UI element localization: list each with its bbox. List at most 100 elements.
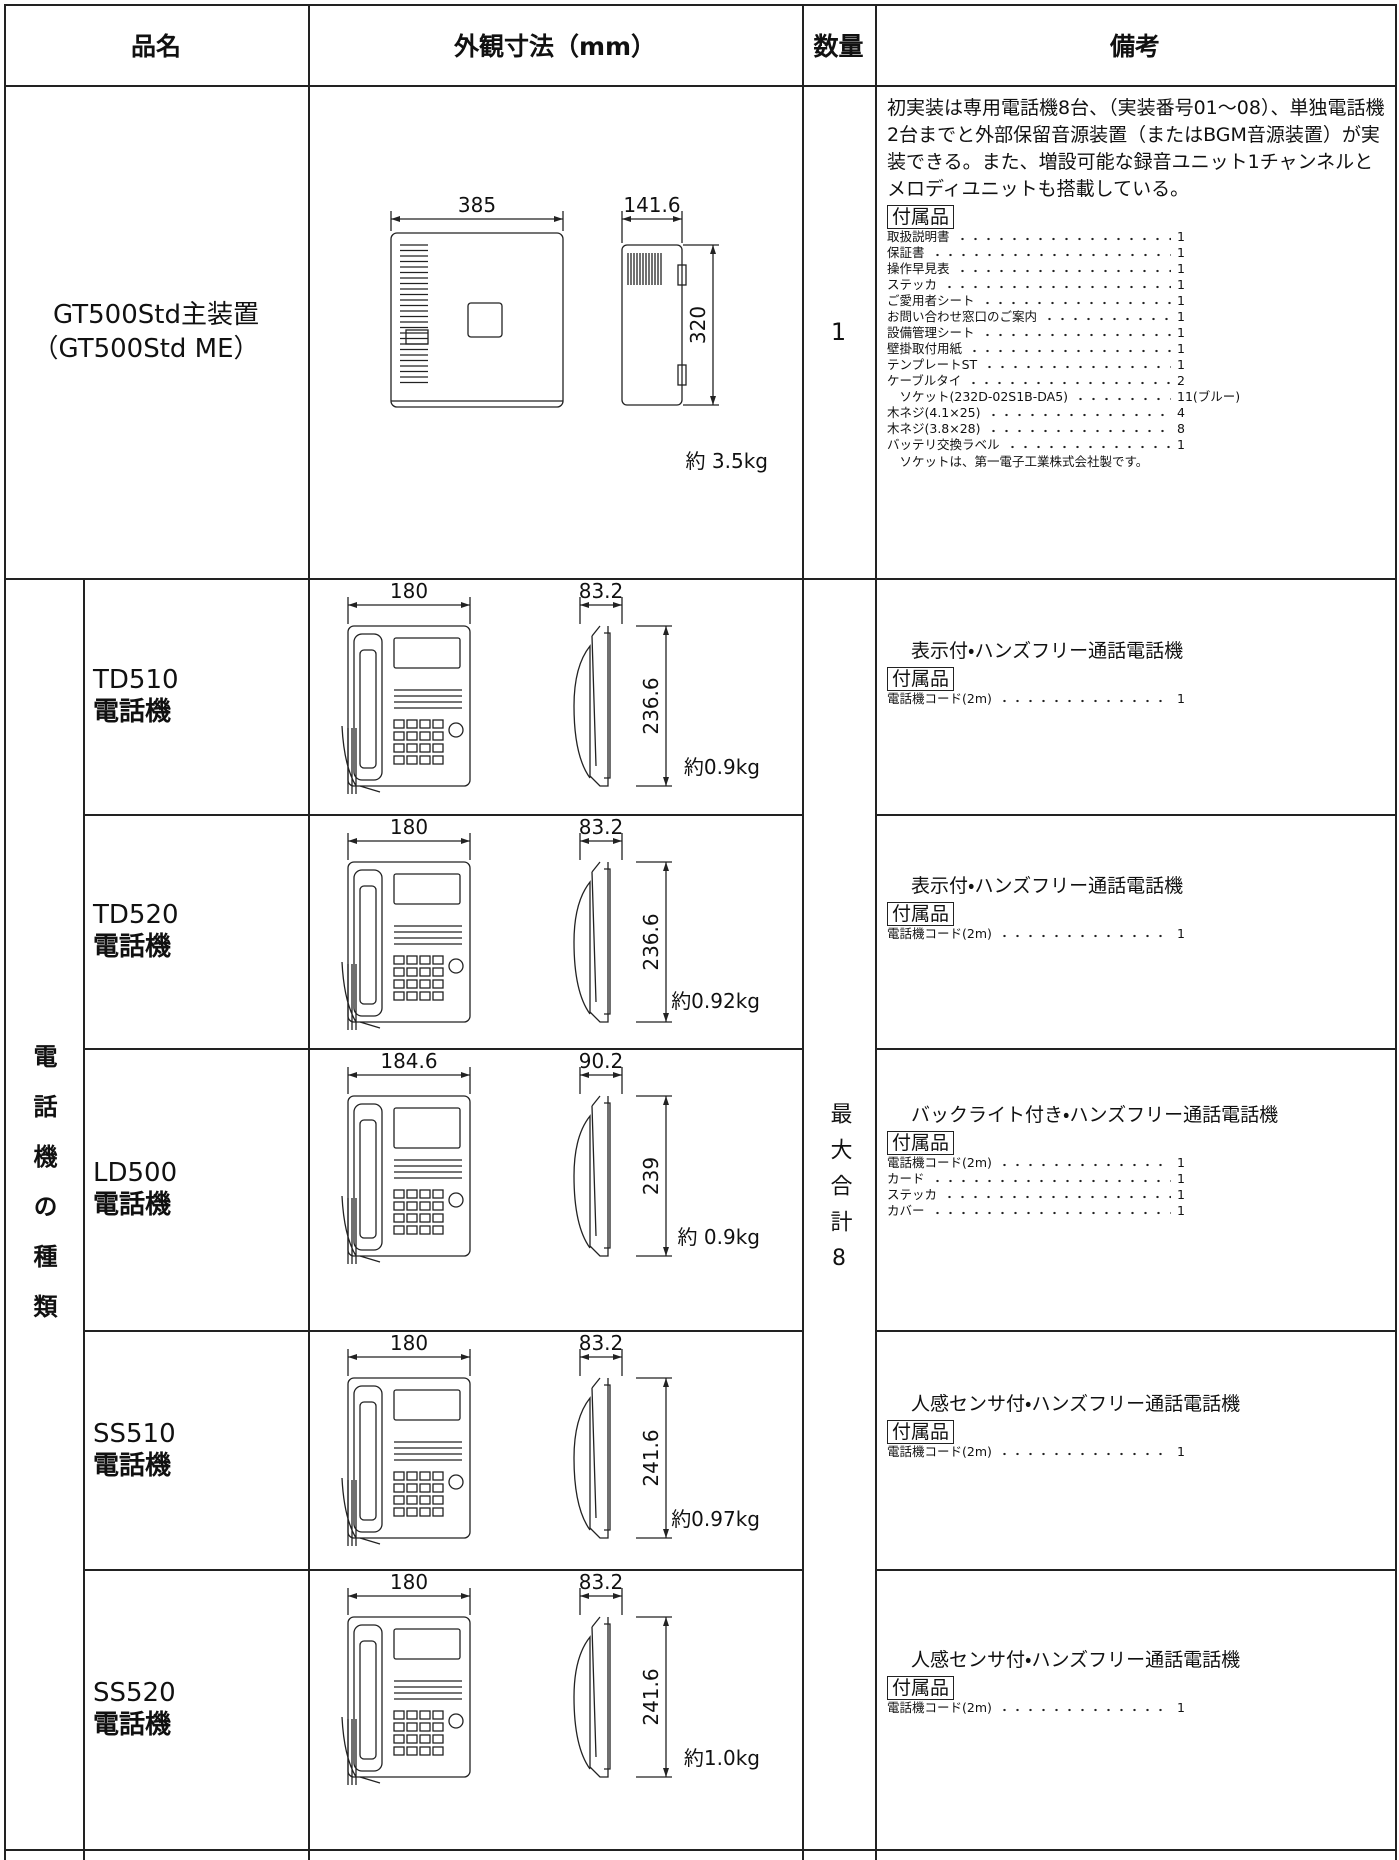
- key: [406, 755, 418, 765]
- accessory-item: お問い合わせ窓口のご案内: [887, 309, 1038, 324]
- rule: [1395, 4, 1397, 1860]
- key: [393, 967, 405, 977]
- display: [393, 1628, 461, 1660]
- phone-side: [573, 861, 611, 1023]
- key: [393, 1734, 405, 1744]
- key: [406, 1746, 418, 1756]
- accessory-row: ステッカ 1: [887, 277, 1267, 293]
- dim-label: 180: [390, 1331, 428, 1355]
- accessory-row: お問い合わせ窓口のご案内 1: [887, 309, 1267, 325]
- accessory-count: 1: [1177, 1444, 1185, 1460]
- accessory-count: 1: [1177, 325, 1185, 340]
- key: [419, 1483, 431, 1493]
- cord: [341, 961, 381, 1030]
- key: [419, 1734, 431, 1744]
- key: [393, 1213, 405, 1223]
- key: [393, 955, 405, 965]
- model: LD500 電話機: [93, 1048, 308, 1330]
- rule: [4, 4, 6, 1860]
- key: [419, 979, 431, 989]
- key: [393, 1483, 405, 1493]
- rule: [83, 1569, 804, 1571]
- latch: [677, 364, 687, 386]
- description: 表示付・ハンズフリー通話電話機: [911, 639, 1184, 662]
- key: [432, 955, 444, 965]
- leader: [955, 229, 1171, 245]
- leader: [968, 341, 1171, 357]
- phone-body: [347, 625, 471, 787]
- accessories: 付属品 電話機コード(2m) 1: [887, 900, 1389, 943]
- accessory-item: ステッカ: [887, 1187, 938, 1203]
- dim-label: 180: [390, 579, 428, 603]
- key: [419, 1201, 431, 1211]
- cord: [341, 1716, 381, 1785]
- dim-label: 83.2: [579, 579, 624, 603]
- quantity: 1: [830, 317, 847, 346]
- key: [393, 1710, 405, 1720]
- accessory-count: 1: [1177, 690, 1185, 706]
- accessory-item: 操作早見表: [887, 261, 950, 276]
- dim-label: 83.2: [579, 1570, 624, 1594]
- accessory-count: 1: [1177, 309, 1185, 324]
- description: バックライト付き・ハンズフリー通話電話機: [911, 1104, 1279, 1127]
- accessories: 付属品 電話機コード(2m) 1: [887, 665, 1389, 707]
- handset-grip: [359, 1640, 377, 1760]
- leader: [997, 1155, 1171, 1172]
- accessory-row: 設備管理シート 1: [887, 325, 1267, 341]
- leader: [997, 1444, 1171, 1461]
- accessory-item: 電話機コード(2m): [887, 1155, 992, 1171]
- rule: [83, 578, 85, 1860]
- accessory-item: 壁掛取付用紙: [887, 341, 963, 356]
- accessory-row: 電話機コード(2m) 1: [887, 1444, 1267, 1461]
- category-text: 電話機の種類: [29, 1043, 57, 1344]
- handset: [353, 1624, 383, 1772]
- dim-label: 180: [390, 1570, 428, 1594]
- key: [432, 755, 444, 765]
- dim-label: 83.2: [579, 815, 624, 839]
- accessories: 付属品 電話機コード(2m) 1: [887, 1418, 1389, 1461]
- phone-drawing: 180 83.2 241.6 約0.97kg: [341, 1331, 760, 1546]
- nav-key: [448, 722, 464, 738]
- phone-drawing: 180 83.2 236.6 約0.9kg: [341, 579, 760, 794]
- panel: [467, 302, 503, 338]
- handset: [353, 869, 383, 1017]
- handset-grip: [359, 1401, 377, 1521]
- accessory-count: 2: [1177, 373, 1185, 388]
- key: [419, 991, 431, 1001]
- model-kind: 電話機: [93, 697, 172, 727]
- key: [406, 1225, 418, 1235]
- key: [432, 1722, 444, 1732]
- latch: [677, 264, 687, 286]
- key: [406, 967, 418, 977]
- key: [432, 1507, 444, 1517]
- accessory-row: 木ネジ(4.1×25) 4: [887, 405, 1267, 421]
- accessory-row: 電話機コード(2m) 1: [887, 1155, 1267, 1172]
- unit-name-line: （GT500Std ME）: [32, 333, 260, 364]
- key: [393, 1471, 405, 1481]
- remarks: 表示付・ハンズフリー通話電話機 付属品 電話機コード(2m) 1: [887, 814, 1389, 1048]
- phone-side: [573, 625, 611, 787]
- accessory-row: ソケット(232D-02S1B-DA5) 11(ブルー): [887, 389, 1267, 405]
- key: [406, 719, 418, 729]
- key: [406, 991, 418, 1001]
- key: [432, 731, 444, 741]
- leader: [930, 1171, 1171, 1188]
- accessory-count: 1: [1177, 229, 1185, 244]
- accessories-title: 付属品: [887, 1131, 955, 1156]
- key: [419, 1225, 431, 1235]
- rule: [4, 578, 1397, 580]
- dim-label: 239: [639, 1157, 663, 1195]
- accessory-item: カード: [887, 1171, 925, 1187]
- leader: [986, 421, 1171, 437]
- dim-label: 90.2: [579, 1049, 624, 1073]
- weight: 約0.97kg: [671, 1507, 760, 1531]
- key: [419, 955, 431, 965]
- key: [432, 979, 444, 989]
- leader: [986, 405, 1171, 421]
- phone-side: [573, 1377, 611, 1539]
- accessory-item: 電話機コード(2m): [887, 926, 992, 942]
- rule: [875, 1048, 1397, 1050]
- key: [406, 1734, 418, 1744]
- key: [393, 1225, 405, 1235]
- accessories: 付属品 電話機コード(2m) 1 カード 1 ステッカ 1 カバー 1: [887, 1129, 1389, 1220]
